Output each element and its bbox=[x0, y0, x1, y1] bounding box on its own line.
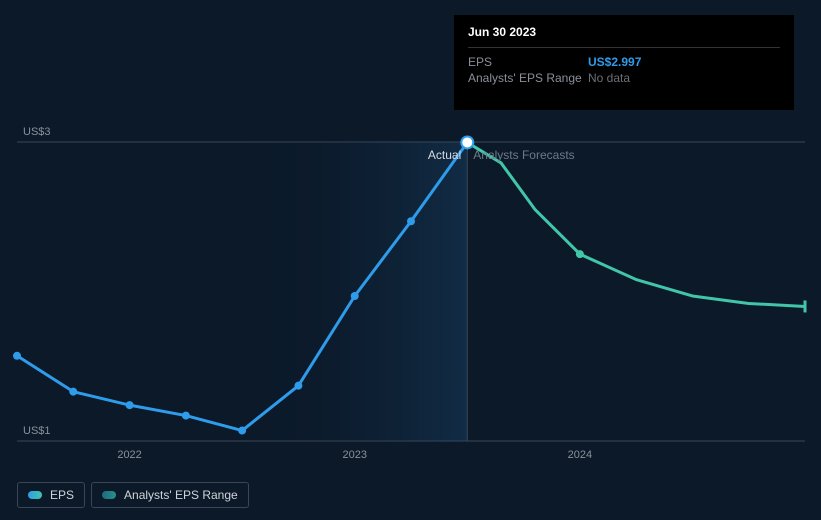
section-label-forecast: Analysts Forecasts bbox=[473, 148, 574, 162]
tooltip-row-range: Analysts' EPS Range No data bbox=[468, 70, 780, 86]
tooltip-label-range: Analysts' EPS Range bbox=[468, 71, 588, 85]
legend-item-eps[interactable]: EPS bbox=[17, 482, 85, 508]
eps-chart: Jun 30 2023 EPS US$2.997 Analysts' EPS R… bbox=[0, 0, 821, 520]
section-label-actual: Actual bbox=[428, 148, 461, 162]
chart-legend: EPS Analysts' EPS Range bbox=[17, 482, 249, 508]
tooltip-label-eps: EPS bbox=[468, 55, 588, 69]
legend-item-range[interactable]: Analysts' EPS Range bbox=[91, 482, 249, 508]
tooltip-value-eps: US$2.997 bbox=[588, 55, 641, 69]
x-axis-label: 2022 bbox=[117, 449, 141, 461]
y-axis-label: US$1 bbox=[23, 425, 51, 437]
tooltip-row-eps: EPS US$2.997 bbox=[468, 54, 780, 70]
x-axis-label: 2024 bbox=[568, 449, 592, 461]
tooltip-value-range: No data bbox=[588, 71, 630, 85]
x-axis-label: 2023 bbox=[342, 449, 366, 461]
legend-swatch-eps bbox=[28, 491, 42, 499]
tooltip-date: Jun 30 2023 bbox=[468, 25, 780, 48]
legend-swatch-range bbox=[102, 491, 116, 499]
chart-tooltip: Jun 30 2023 EPS US$2.997 Analysts' EPS R… bbox=[454, 15, 794, 110]
legend-label-range: Analysts' EPS Range bbox=[124, 488, 238, 502]
y-axis-label: US$3 bbox=[23, 126, 51, 138]
legend-label-eps: EPS bbox=[50, 488, 74, 502]
